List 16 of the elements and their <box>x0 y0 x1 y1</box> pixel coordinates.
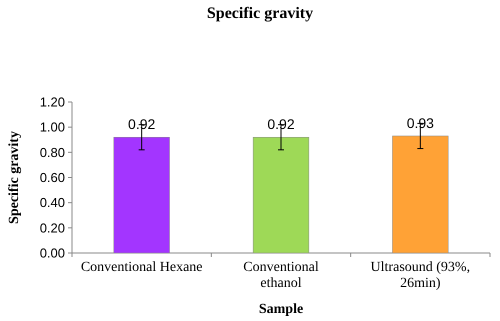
chart-title: Specific gravity <box>206 5 314 22</box>
x-axis-title: Sample <box>258 302 304 317</box>
x-tick-label: Conventional ethanol <box>243 260 319 291</box>
y-tick-label: 0.60 <box>40 170 65 186</box>
y-tick-label: 1.20 <box>40 94 65 110</box>
data-label: 0.92 <box>267 116 295 132</box>
x-tick-label: Conventional Hexane <box>80 260 203 275</box>
data-label: 0.93 <box>406 114 434 131</box>
y-tick-label: 0.00 <box>40 246 65 261</box>
y-tick-label: 0.80 <box>40 144 65 160</box>
y-tick-label: 0.40 <box>40 195 65 210</box>
data-label: 0.92 <box>128 116 156 132</box>
x-tick-label: Ultrasound (93%, 26min) <box>370 260 470 291</box>
y-tick-label: 1.00 <box>40 120 65 135</box>
y-axis-title: Specific gravity <box>7 131 22 224</box>
y-tick-label: 0.20 <box>40 220 65 236</box>
